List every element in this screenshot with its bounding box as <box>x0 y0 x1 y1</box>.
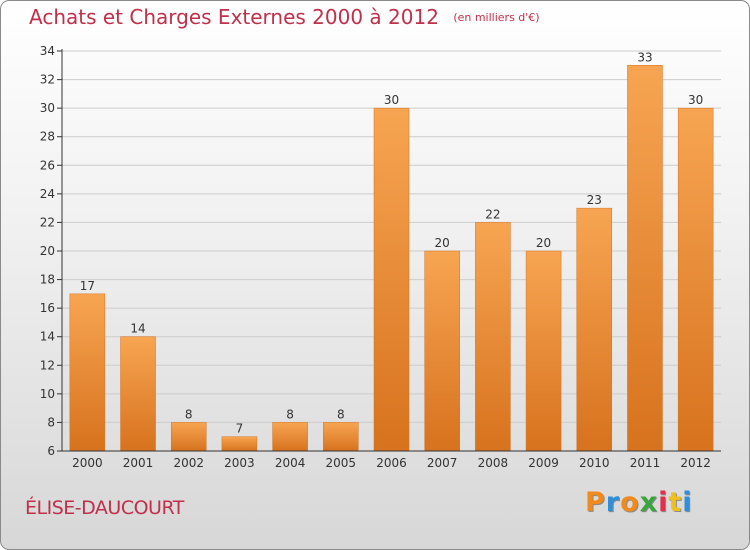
y-tick-label: 34 <box>40 44 55 58</box>
x-tick-label: 2012 <box>680 456 711 470</box>
labels: 6 8 10 12 14 16 18 20 22 24 26 28 30 32 34 17 2000 14 2001… <box>40 44 711 470</box>
x-tick-label: 2005 <box>326 456 357 470</box>
brand-letter: i <box>682 487 693 518</box>
x-tick-label: 2008 <box>478 456 509 470</box>
brand-letter: P <box>585 487 606 518</box>
x-tick-label: 2004 <box>275 456 306 470</box>
data-label: 22 <box>485 207 500 221</box>
y-tick-label: 12 <box>40 358 55 372</box>
bar-2005 <box>323 422 359 452</box>
y-tick-label: 6 <box>47 444 55 458</box>
bar-2012 <box>677 107 714 452</box>
y-tick-label: 24 <box>40 187 55 201</box>
brand-letter: x <box>639 487 659 518</box>
brand-letter: o <box>620 487 640 518</box>
x-tick-label: 2010 <box>579 456 610 470</box>
y-tick-label: 22 <box>40 215 55 229</box>
data-label: 8 <box>286 407 294 421</box>
y-tick-label: 30 <box>40 101 55 115</box>
commune-name: ÉLISE-DAUCOURT <box>25 497 184 519</box>
x-tick-label: 2009 <box>528 456 559 470</box>
axes <box>57 49 721 452</box>
y-tick-label: 26 <box>40 158 55 172</box>
bar-2011 <box>627 65 663 452</box>
bar-2004 <box>272 422 308 452</box>
x-tick-label: 2000 <box>72 456 103 470</box>
y-tick-label: 28 <box>40 130 55 144</box>
chart-title-text: Achats et Charges Externes 2000 à 2012 <box>29 5 439 29</box>
bar-2008 <box>475 222 511 452</box>
bar-2000 <box>69 293 106 452</box>
data-label: 8 <box>185 407 193 421</box>
data-label: 23 <box>587 193 602 207</box>
x-tick-label: 2002 <box>173 456 204 470</box>
y-tick-label: 20 <box>40 244 55 258</box>
bar-2006 <box>373 107 410 452</box>
data-label: 20 <box>536 236 551 250</box>
x-tick-label: 2007 <box>427 456 458 470</box>
brand-letter: t <box>668 487 683 518</box>
bar-2001 <box>120 336 156 452</box>
y-tick-label: 14 <box>40 330 55 344</box>
x-tick-label: 2001 <box>123 456 154 470</box>
bar-2002 <box>170 422 207 452</box>
brand-letter: i <box>658 487 669 518</box>
data-label: 33 <box>637 50 652 64</box>
data-label: 30 <box>384 93 399 107</box>
brand-letter: r <box>605 487 621 518</box>
x-tick-label: 2011 <box>630 456 661 470</box>
data-label: 7 <box>236 422 244 436</box>
bars <box>69 65 714 452</box>
data-label: 8 <box>337 407 345 421</box>
data-label: 14 <box>130 322 145 336</box>
y-tick-label: 18 <box>40 273 55 287</box>
bar-2007 <box>424 250 460 452</box>
y-tick-label: 16 <box>40 301 55 315</box>
y-tick-label: 8 <box>47 415 55 429</box>
chart-title: Achats et Charges Externes 2000 à 2012 (… <box>29 5 540 29</box>
chart-subtitle: (en milliers d'€) <box>453 11 540 24</box>
y-tick-label: 32 <box>40 73 55 87</box>
data-label: 20 <box>435 236 450 250</box>
bar-2003 <box>221 436 258 452</box>
data-label: 17 <box>80 279 95 293</box>
data-label: 30 <box>688 93 703 107</box>
bar-2009 <box>525 250 562 452</box>
x-tick-label: 2003 <box>224 456 255 470</box>
proxiti-logo: Proxiti <box>585 487 693 518</box>
bar-2010 <box>576 207 613 452</box>
y-tick-label: 10 <box>40 387 55 401</box>
x-tick-label: 2006 <box>376 456 407 470</box>
